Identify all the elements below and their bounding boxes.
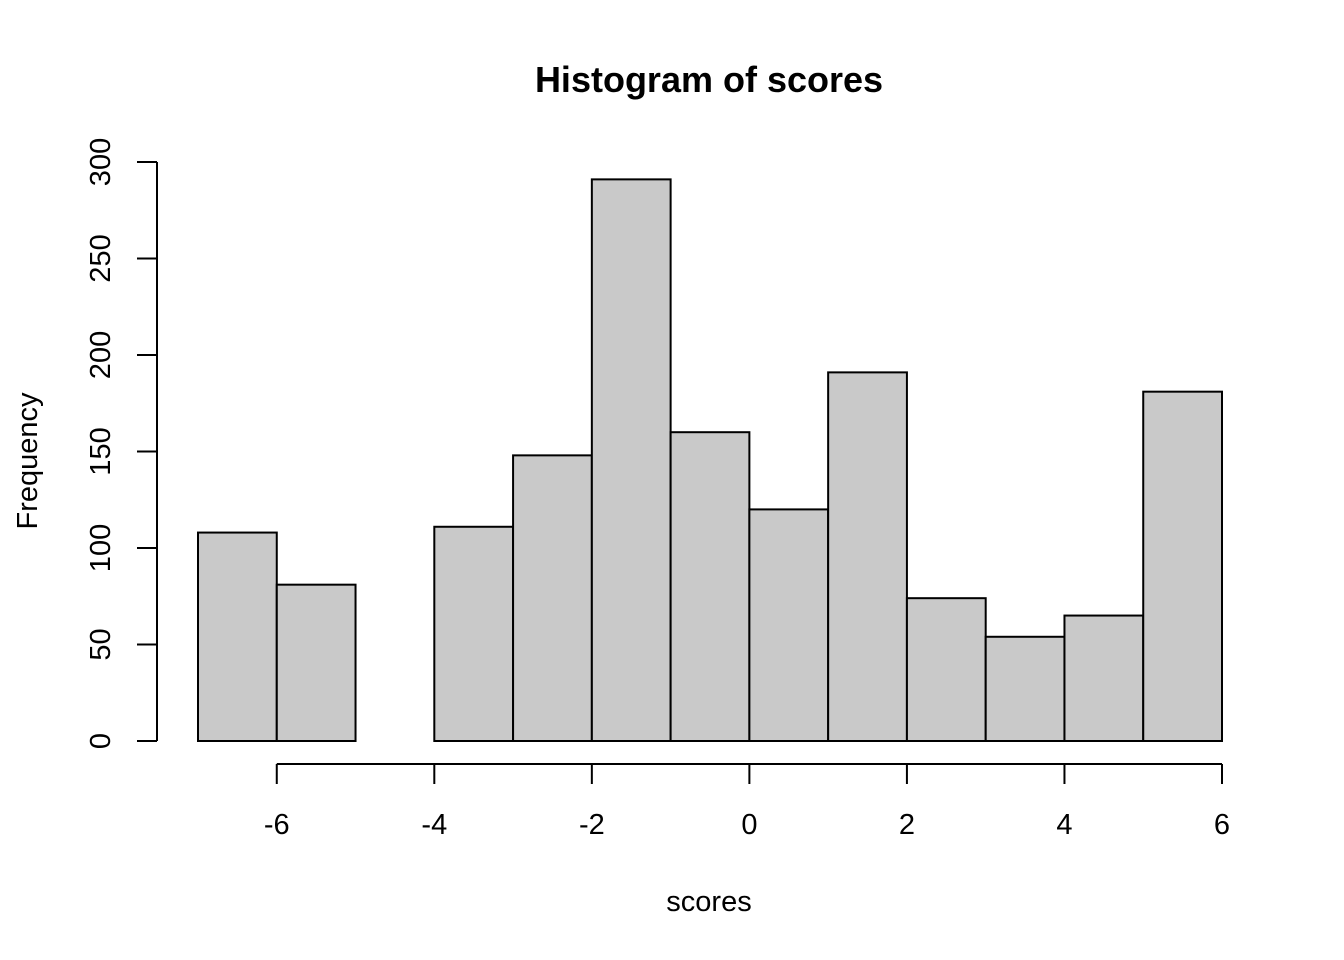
x-tick-label: 6 bbox=[1214, 809, 1230, 841]
x-tick-label: 4 bbox=[1056, 809, 1072, 841]
x-tick-label: -4 bbox=[421, 809, 447, 841]
histogram-bar bbox=[748, 508, 830, 742]
x-axis-label: scores bbox=[666, 886, 751, 918]
x-axis: -6 -4 -2 0 2 4 6 bbox=[264, 763, 1230, 841]
chart-title: Histogram of scores bbox=[535, 59, 883, 100]
histogram-bar bbox=[590, 178, 672, 742]
x-tick-label: 2 bbox=[899, 809, 915, 841]
y-tick-label: 100 bbox=[85, 524, 117, 572]
x-tick-label: 0 bbox=[741, 809, 757, 841]
x-tick-label: -6 bbox=[264, 809, 290, 841]
x-tick-label: -2 bbox=[579, 809, 605, 841]
y-tick-label: 200 bbox=[85, 331, 117, 379]
y-tick-label: 50 bbox=[85, 628, 117, 660]
y-axis: 0 50 100 150 200 250 300 bbox=[85, 138, 158, 749]
y-tick-label: 150 bbox=[85, 427, 117, 475]
histogram-bar bbox=[275, 583, 357, 742]
y-axis-label: Frequency bbox=[12, 392, 44, 530]
bars-group bbox=[197, 178, 1223, 743]
histogram-bar bbox=[1142, 390, 1223, 742]
y-tick-label: 300 bbox=[85, 138, 117, 186]
histogram-bar bbox=[669, 431, 751, 742]
y-tick-label: 0 bbox=[85, 733, 117, 749]
histogram-bar bbox=[197, 531, 278, 742]
y-tick-label: 250 bbox=[85, 234, 117, 282]
histogram-bar bbox=[433, 525, 515, 743]
histogram-bar bbox=[827, 371, 908, 742]
histogram-bar bbox=[984, 635, 1066, 743]
histogram-bar bbox=[905, 597, 987, 742]
histogram-bar bbox=[1063, 614, 1145, 742]
histogram-bar bbox=[512, 454, 593, 742]
